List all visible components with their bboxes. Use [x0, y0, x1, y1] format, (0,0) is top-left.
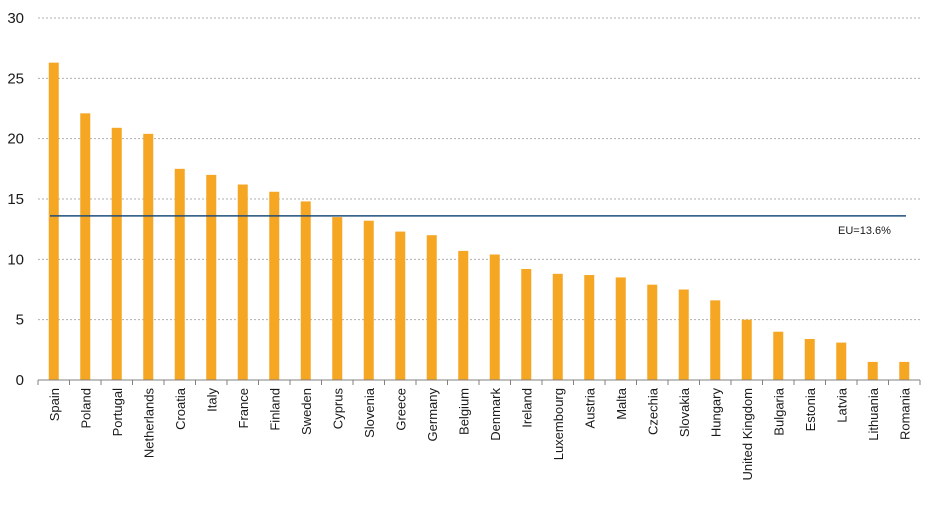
category-label: Slovenia — [362, 387, 377, 438]
category-label: Finland — [267, 388, 282, 431]
category-label: Malta — [614, 387, 629, 420]
category-label: Poland — [78, 388, 93, 428]
category-label: France — [236, 388, 251, 428]
category-labels: Spain Poland Portugal Netherlands Croatia Ita… — [47, 387, 913, 480]
y-tick-label: 30 — [7, 10, 24, 27]
bar — [363, 220, 374, 380]
category-label: Romania — [897, 387, 912, 440]
category-label: Austria — [582, 387, 597, 428]
bar — [615, 277, 626, 380]
y-tick-label: 0 — [16, 372, 24, 389]
category-label: Denmark — [488, 388, 503, 441]
bar — [899, 361, 910, 380]
category-label: United Kingdom — [740, 388, 755, 481]
bar — [678, 289, 689, 380]
eu-average-label: EU=13.6% — [838, 225, 891, 237]
bar — [741, 319, 752, 380]
category-label: Croatia — [173, 387, 188, 430]
bar — [237, 184, 248, 380]
x-axis-ticks — [37, 380, 921, 385]
bar — [111, 127, 122, 380]
category-label: Italy — [204, 388, 219, 412]
category-label: Netherlands — [141, 388, 156, 459]
bar — [48, 62, 59, 380]
y-tick-label: 20 — [7, 131, 24, 148]
y-tick-label: 25 — [7, 70, 24, 87]
category-label: Spain — [47, 388, 62, 421]
category-label: Luxembourg — [551, 388, 566, 460]
category-label: Hungary — [708, 388, 723, 438]
bar — [836, 342, 847, 380]
bars — [48, 62, 910, 381]
y-tick-label: 5 — [16, 312, 24, 329]
bar — [867, 361, 878, 380]
bar — [269, 191, 280, 380]
bar — [174, 168, 185, 380]
bar — [80, 113, 91, 381]
category-label: Sweden — [299, 388, 314, 435]
category-label: Greece — [393, 388, 408, 431]
bar — [332, 217, 343, 380]
bar — [552, 273, 563, 380]
y-axis-tick-labels: 0 5 10 15 20 25 30 — [7, 10, 24, 389]
category-label: Belgium — [456, 388, 471, 435]
bar — [647, 284, 658, 380]
category-label: Germany — [425, 388, 440, 442]
y-tick-label: 10 — [7, 251, 24, 268]
bar — [584, 275, 595, 380]
category-label: Estonia — [803, 387, 818, 431]
bar — [206, 174, 217, 380]
bar — [773, 331, 784, 380]
category-label: Ireland — [519, 388, 534, 428]
eu-average-reference: EU=13.6% — [50, 215, 906, 237]
category-label: Slovakia — [677, 387, 692, 437]
bar — [426, 235, 437, 380]
bar — [395, 231, 406, 380]
gridlines — [38, 17, 920, 321]
bar — [300, 201, 311, 380]
category-label: Latvia — [834, 387, 849, 422]
category-label: Portugal — [110, 388, 125, 437]
bar — [521, 268, 532, 380]
y-tick-label: 15 — [7, 191, 24, 208]
category-label: Cyprus — [330, 388, 345, 430]
bar — [710, 300, 721, 380]
bar — [489, 254, 500, 380]
category-label: Czechia — [645, 387, 660, 435]
bar — [458, 250, 469, 380]
bar — [804, 338, 815, 380]
category-label: Bulgaria — [771, 387, 786, 435]
category-label: Lithuania — [866, 387, 881, 441]
bar — [143, 133, 154, 380]
